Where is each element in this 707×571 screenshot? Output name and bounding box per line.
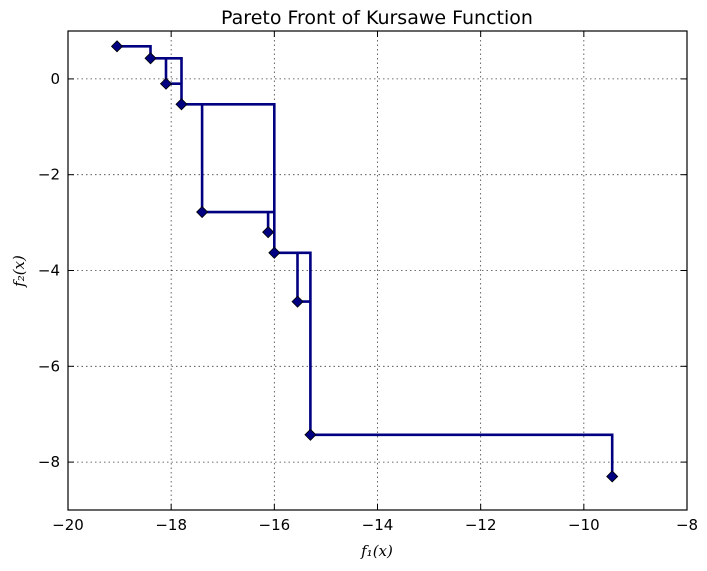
x-tick-label: −12 [465, 516, 497, 534]
x-tick-label: −14 [362, 516, 394, 534]
x-tick-label: −18 [155, 516, 187, 534]
y-tick-label: 0 [50, 70, 60, 88]
data-point [606, 470, 619, 483]
data-point [291, 295, 304, 308]
chart-title: Pareto Front of Kursawe Function [221, 7, 533, 29]
data-point [196, 205, 209, 219]
y-tick-label: −4 [38, 262, 60, 280]
y-tick-label: −2 [38, 166, 60, 184]
data-series [110, 40, 619, 483]
data-point [304, 428, 317, 441]
x-tick-label: −20 [52, 516, 84, 534]
data-point [262, 226, 275, 239]
x-tick-label: −8 [676, 516, 698, 534]
data-point [175, 98, 188, 111]
tick-labels: −20 −18 −16 −14 −12 −10 −8−8−6−4−20 [38, 70, 698, 534]
y-axis-label: f₂(x) [10, 255, 28, 288]
data-point [159, 77, 173, 90]
data-point [110, 40, 124, 53]
data-point [268, 246, 281, 259]
y-tick-label: −8 [38, 453, 60, 471]
grid [68, 31, 687, 510]
y-tick-label: −6 [38, 357, 60, 375]
series-line [117, 45, 614, 477]
x-tick-label: −10 [568, 516, 600, 534]
x-axis-label: f₁(x) [360, 542, 393, 560]
x-tick-label: −16 [259, 516, 291, 534]
plot-frame [67, 30, 688, 511]
data-point [144, 52, 157, 65]
